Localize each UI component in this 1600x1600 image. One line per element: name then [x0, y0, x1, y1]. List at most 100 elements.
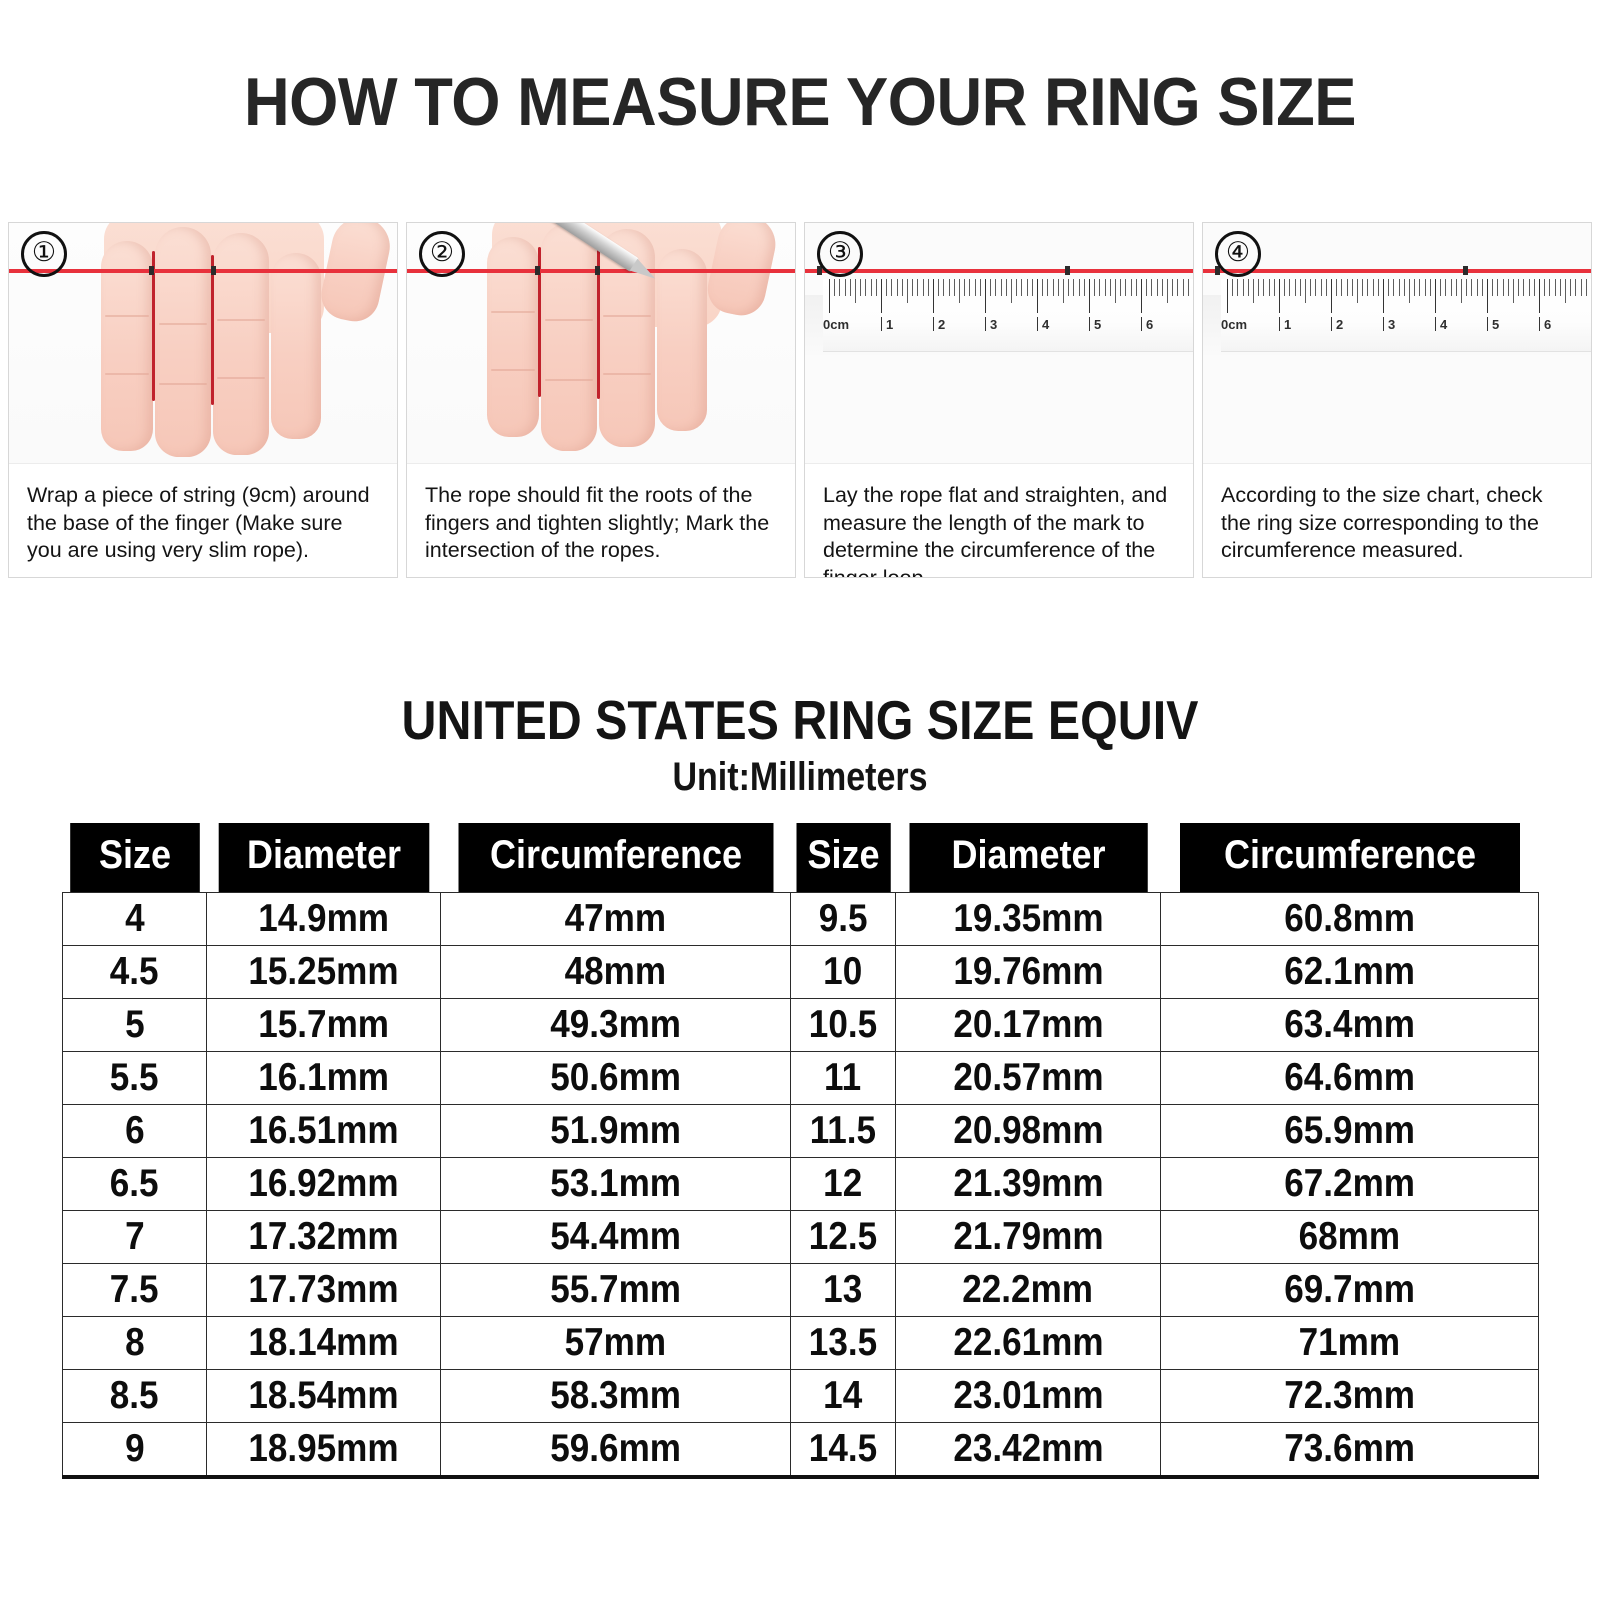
ruler-cm-label: 3: [1388, 317, 1396, 332]
table-cell-diameter-right: 19.35mm: [895, 892, 1161, 946]
table-cell-circumference-left: 55.7mm: [440, 1263, 791, 1317]
table-cell-size-left: 4: [62, 892, 207, 946]
ruler-cm-label: 4: [1042, 317, 1050, 332]
ruler-ticks: [1221, 279, 1591, 313]
string-strand: [211, 255, 214, 405]
table-cell-diameter-right: 23.01mm: [895, 1369, 1161, 1423]
step-caption-3: Lay the rope flat and straighten, and me…: [805, 463, 1193, 577]
table-cell-diameter-left: 16.1mm: [206, 1051, 441, 1105]
step-3-photo: 0cm 1 2 3 4 5 6 ③: [805, 223, 1193, 463]
step-4-photo: 0cm 1 2 3 4 5 6 ④: [1203, 223, 1591, 463]
step-badge-4: ④: [1215, 231, 1261, 277]
table-cell-diameter-right: 20.57mm: [895, 1051, 1161, 1105]
table-row: 7.5 17.73mm 55.7mm 13 22.2mm 69.7mm: [62, 1263, 1539, 1317]
table-row: 4 14.9mm 47mm 9.5 19.35mm 60.8mm: [62, 892, 1539, 946]
header-circumference-left: Circumference: [458, 823, 773, 893]
table-row: 5.5 16.1mm 50.6mm 11 20.57mm 64.6mm: [62, 1051, 1539, 1105]
ruler-cm-label: 5: [1492, 317, 1500, 332]
table-cell-diameter-right: 21.39mm: [895, 1157, 1161, 1211]
table-cell-circumference-right: 68mm: [1160, 1210, 1539, 1264]
table-row: 6 16.51mm 51.9mm 11.5 20.98mm 65.9mm: [62, 1104, 1539, 1158]
table-cell-circumference-left: 49.3mm: [440, 998, 791, 1052]
table-cell-diameter-left: 18.54mm: [206, 1369, 441, 1423]
table-cell-size-right: 14.5: [790, 1422, 896, 1479]
ring-size-table: Size Diameter Circumference Size Diamete…: [62, 823, 1539, 1479]
table-cell-size-right: 13: [790, 1263, 896, 1317]
table-cell-circumference-left: 51.9mm: [440, 1104, 791, 1158]
table-cell-diameter-left: 15.7mm: [206, 998, 441, 1052]
ruler-zero-label: 0cm: [823, 317, 850, 332]
table-row: 4.5 15.25mm 48mm 10 19.76mm 62.1mm: [62, 945, 1539, 999]
table-row: 6.5 16.92mm 53.1mm 12 21.39mm 67.2mm: [62, 1157, 1539, 1211]
ruler-icon: 0cm 1 2 3 4 5 6: [1221, 279, 1591, 352]
step-2-photo: ②: [407, 223, 795, 463]
page-title: HOW TO MEASURE YOUR RING SIZE: [243, 64, 1357, 140]
ruler-cm-label: 6: [1544, 317, 1552, 332]
header-size-right: Size: [795, 823, 891, 893]
table-cell-circumference-left: 57mm: [440, 1316, 791, 1370]
red-string-line: [407, 266, 795, 275]
ruler-icon: 0cm 1 2 3 4 5 6: [823, 279, 1193, 352]
table-cell-circumference-left: 59.6mm: [440, 1422, 791, 1479]
table-cell-size-left: 9: [62, 1422, 207, 1479]
table-cell-circumference-left: 47mm: [440, 892, 791, 946]
step-badge-3: ③: [817, 231, 863, 277]
table-cell-size-left: 7: [62, 1210, 207, 1264]
table-cell-diameter-right: 20.17mm: [895, 998, 1161, 1052]
hand-with-pen-icon: [407, 223, 795, 463]
header-diameter-right: Diameter: [908, 823, 1148, 893]
table-cell-size-right: 11.5: [790, 1104, 896, 1158]
table-cell-size-right: 11: [790, 1051, 896, 1105]
table-cell-circumference-left: 48mm: [440, 945, 791, 999]
step-panel-1: ① Wrap a piece of string (9cm) around th…: [8, 222, 398, 578]
table-cell-diameter-right: 21.79mm: [895, 1210, 1161, 1264]
table-cell-size-left: 5: [62, 998, 207, 1052]
table-cell-diameter-left: 18.14mm: [206, 1316, 441, 1370]
steps-strip: ① Wrap a piece of string (9cm) around th…: [8, 222, 1592, 578]
table-body: 4 14.9mm 47mm 9.5 19.35mm 60.8mm 4.5 15.25mm 48m…: [62, 892, 1539, 1479]
table-cell-circumference-left: 58.3mm: [440, 1369, 791, 1423]
table-cell-circumference-right: 72.3mm: [1160, 1369, 1539, 1423]
table-row: 8.5 18.54mm 58.3mm 14 23.01mm 72.3mm: [62, 1369, 1539, 1423]
table-cell-size-right: 10.5: [790, 998, 896, 1052]
table-cell-diameter-left: 18.95mm: [206, 1422, 441, 1479]
table-cell-circumference-left: 53.1mm: [440, 1157, 791, 1211]
table-cell-diameter-left: 17.32mm: [206, 1210, 441, 1264]
chart-title: UNITED STATES RING SIZE EQUIV: [401, 689, 1199, 751]
table-cell-diameter-left: 15.25mm: [206, 945, 441, 999]
table-cell-circumference-right: 63.4mm: [1160, 998, 1539, 1052]
table-cell-size-left: 5.5: [62, 1051, 207, 1105]
table-cell-circumference-left: 54.4mm: [440, 1210, 791, 1264]
table-cell-size-right: 10: [790, 945, 896, 999]
table-cell-size-right: 9.5: [790, 892, 896, 946]
table-cell-diameter-right: 19.76mm: [895, 945, 1161, 999]
table-cell-diameter-right: 22.61mm: [895, 1316, 1161, 1370]
step-badge-2: ②: [419, 231, 465, 277]
table-cell-diameter-left: 14.9mm: [206, 892, 441, 946]
table-cell-size-right: 12.5: [790, 1210, 896, 1264]
table-cell-circumference-right: 60.8mm: [1160, 892, 1539, 946]
ruler-cm-label: 2: [938, 317, 946, 332]
table-cell-diameter-left: 17.73mm: [206, 1263, 441, 1317]
step-caption-1: Wrap a piece of string (9cm) around the …: [9, 463, 397, 577]
step-panel-2: ② The rope should fit the roots of the f…: [406, 222, 796, 578]
ruler-cm-label: 6: [1146, 317, 1154, 332]
table-cell-circumference-right: 69.7mm: [1160, 1263, 1539, 1317]
header-circumference-right: Circumference: [1179, 823, 1520, 893]
ruler-ticks: [823, 279, 1193, 313]
table-cell-diameter-right: 22.2mm: [895, 1263, 1161, 1317]
table-row: 7 17.32mm 54.4mm 12.5 21.79mm 68mm: [62, 1210, 1539, 1264]
table-cell-circumference-right: 67.2mm: [1160, 1157, 1539, 1211]
ruler-cm-label: 5: [1094, 317, 1102, 332]
string-strand: [538, 247, 541, 397]
step-1-photo: ①: [9, 223, 397, 463]
red-string-line: [9, 266, 397, 275]
table-cell-circumference-right: 62.1mm: [1160, 945, 1539, 999]
string-strand: [597, 249, 600, 399]
ruler-cm-label: 1: [886, 317, 894, 332]
table-cell-diameter-left: 16.51mm: [206, 1104, 441, 1158]
header-diameter-left: Diameter: [218, 823, 429, 893]
table-row: 9 18.95mm 59.6mm 14.5 23.42mm 73.6mm: [62, 1422, 1539, 1479]
header-size-left: Size: [69, 823, 200, 893]
table-cell-diameter-left: 16.92mm: [206, 1157, 441, 1211]
